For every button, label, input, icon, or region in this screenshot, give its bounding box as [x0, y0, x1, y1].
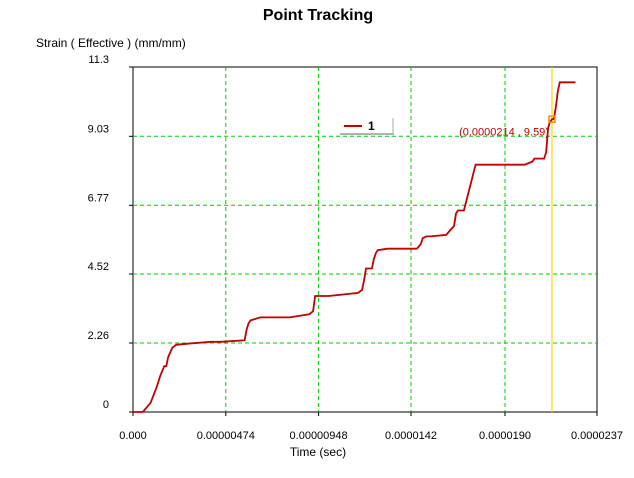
x-tick-label: 0.0000190: [479, 430, 531, 442]
x-tick-label: 0.00000948: [290, 430, 348, 442]
x-axis-label: Time (sec): [290, 445, 346, 459]
legend: 1: [340, 118, 394, 135]
chart-title: Point Tracking: [263, 7, 373, 24]
y-tick-label: 4.52: [88, 261, 109, 273]
x-ticks: 0.000 0.00000474 0.00000948 0.0000142 0.0000…: [119, 412, 623, 442]
x-tick-label: 0.0000237: [571, 430, 623, 442]
x-tick-label: 0.0000142: [385, 430, 437, 442]
x-tick-label: 0.000: [119, 430, 147, 442]
y-axis-label: Strain ( Effective ) (mm/mm): [36, 36, 186, 50]
series-group: [133, 81, 576, 413]
y-tick-label: 6.77: [88, 192, 109, 204]
plot-area: [132, 66, 598, 413]
y-tick-label: 9.03: [88, 123, 109, 135]
y-tick-label: 11.3: [88, 54, 109, 66]
legend-label: 1: [368, 119, 375, 133]
y-tick-label: 2.26: [88, 330, 109, 342]
grid: [133, 67, 597, 412]
series-line: [133, 81, 576, 413]
y-ticks: 0 2.26 4.52 6.77 9.03 11.3: [88, 54, 133, 413]
y-tick-label: 0: [103, 399, 109, 411]
tracker-marker[interactable]: [548, 115, 556, 123]
x-tick-label: 0.00000474: [197, 430, 255, 442]
tracker-annotation: (0.0000214 , 9.59): [459, 126, 549, 138]
